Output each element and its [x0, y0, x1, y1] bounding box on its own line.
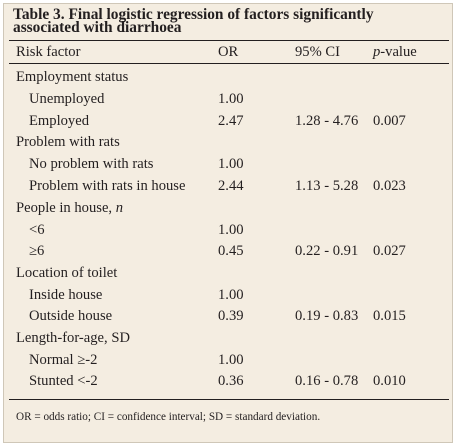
row-or: 0.45	[218, 243, 244, 259]
header-p-italic: p	[373, 44, 381, 60]
row-p-value: 0.015	[373, 308, 406, 324]
row-factor: Problem with rats in house	[29, 178, 186, 194]
row-factor: Outside house	[29, 308, 113, 324]
header-p-rest: -value	[380, 44, 417, 60]
row-or: 1.00	[218, 91, 244, 107]
group-label-people: People in house, n	[16, 200, 123, 216]
row-factor: <6	[29, 222, 45, 238]
group-label-employment: Employment status	[16, 69, 129, 85]
header-top-rule	[9, 40, 449, 41]
row-factor: Normal ≥-2	[29, 352, 98, 368]
table-title-line-2: associated with diarrhoea	[13, 18, 182, 36]
row-ci: 1.28 - 4.76	[295, 113, 359, 129]
group-label-people-text: People in house,	[16, 200, 116, 216]
row-or: 0.39	[218, 308, 244, 324]
row-or: 1.00	[218, 352, 244, 368]
group-label-people-italic: n	[115, 200, 124, 216]
group-label-length-for-age: Length-for-age, SD	[16, 330, 130, 346]
table-panel: Table 3. Final logistic regression of fa…	[3, 3, 453, 443]
row-ci: 1.13 - 5.28	[295, 178, 359, 194]
header-or: OR	[218, 44, 239, 60]
group-label-toilet: Location of toilet	[16, 265, 118, 281]
row-or: 2.44	[218, 178, 244, 194]
row-factor: Stunted <-2	[29, 373, 98, 389]
header-bottom-rule	[9, 63, 449, 64]
header-ci: 95% CI	[295, 44, 340, 60]
row-ci: 0.16 - 0.78	[295, 373, 359, 389]
row-p-value: 0.023	[373, 178, 406, 194]
table-title: Table 3. Final logistic regression of fa…	[13, 6, 433, 36]
row-factor: No problem with rats	[29, 156, 154, 172]
row-or: 1.00	[218, 287, 244, 303]
row-p-value: 0.007	[373, 113, 406, 129]
header-risk-factor: Risk factor	[16, 44, 81, 60]
table-footnote: OR = odds ratio; CI = confidence interva…	[16, 411, 321, 423]
row-or: 2.47	[218, 113, 244, 129]
row-factor: Inside house	[29, 287, 103, 303]
row-factor: ≥6	[29, 243, 45, 259]
row-p-value: 0.010	[373, 373, 406, 389]
row-factor: Unemployed	[29, 91, 105, 107]
row-factor: Employed	[29, 113, 89, 129]
row-or: 0.36	[218, 373, 244, 389]
row-ci: 0.22 - 0.91	[295, 243, 359, 259]
table-title-line-1: Table 3. Final logistic regression of fa…	[13, 6, 374, 23]
table-bottom-rule	[9, 399, 449, 400]
group-label-rats: Problem with rats	[16, 134, 120, 150]
row-or: 1.00	[218, 222, 244, 238]
row-ci: 0.19 - 0.83	[295, 308, 359, 324]
header-p-value: p-value	[373, 44, 417, 60]
row-or: 1.00	[218, 156, 244, 172]
row-p-value: 0.027	[373, 243, 406, 259]
